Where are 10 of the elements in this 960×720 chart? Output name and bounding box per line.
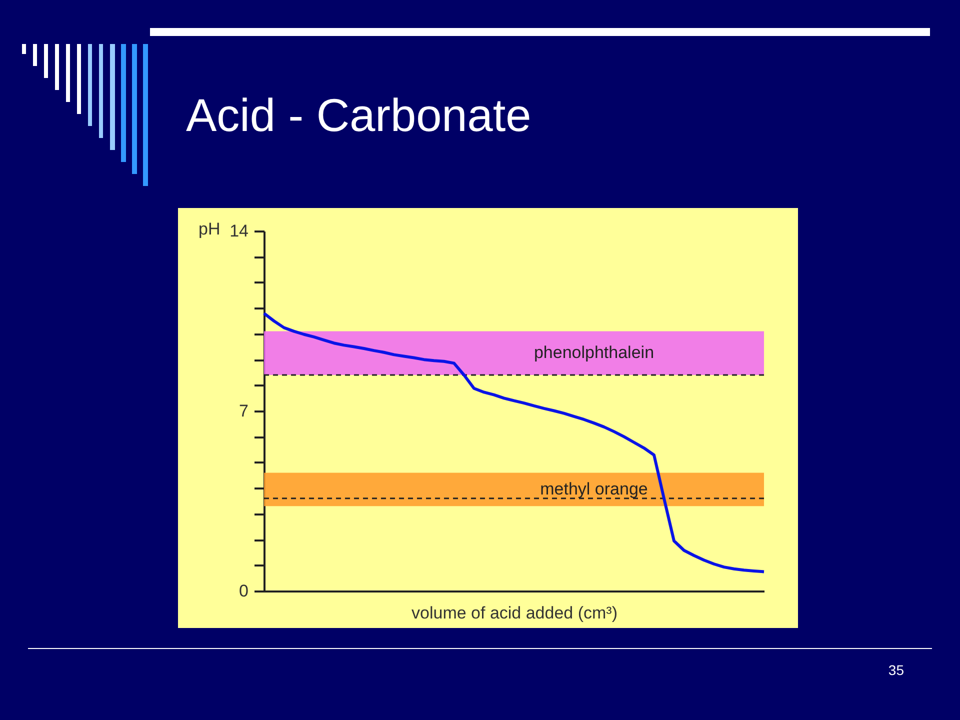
y-axis-title: pH xyxy=(198,220,220,238)
y-tick-label: 14 xyxy=(230,222,248,240)
y-tick-label: 7 xyxy=(239,402,248,420)
line-series xyxy=(262,312,766,574)
band-label: phenolphthalein xyxy=(534,343,654,362)
chart-title: Acid - Carbonate xyxy=(186,88,532,142)
text: 35 xyxy=(887,662,904,678)
band-label: methyl orange xyxy=(540,479,648,498)
y-tick-label: 0 xyxy=(239,582,248,600)
x-axis-title: volume of acid added (cm³) xyxy=(412,604,618,622)
